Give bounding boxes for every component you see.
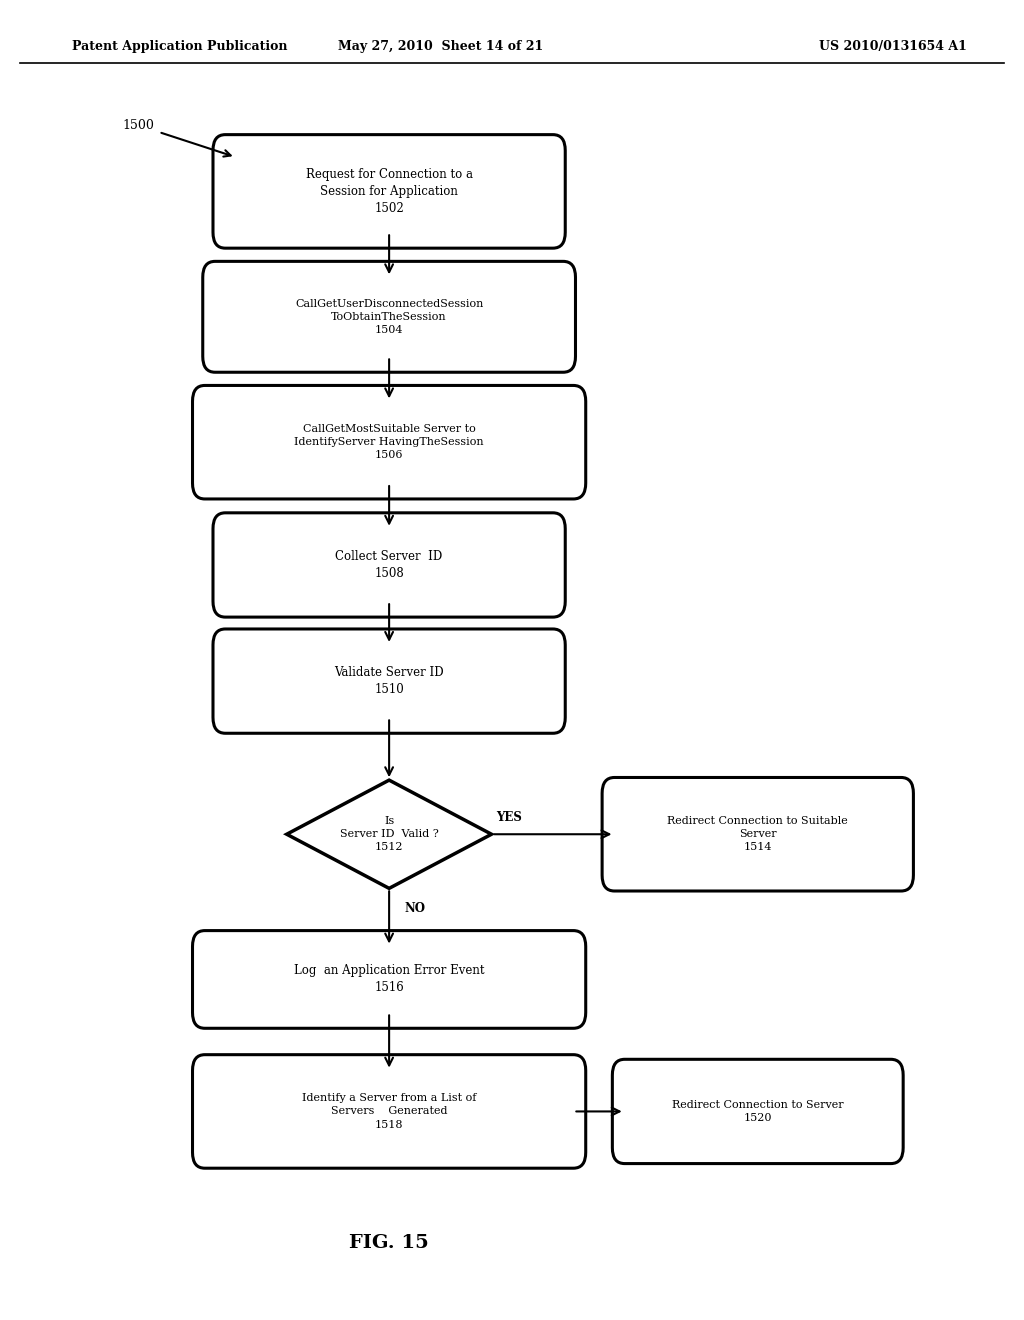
Text: Collect Server  ID
1508: Collect Server ID 1508 xyxy=(336,550,442,579)
FancyBboxPatch shape xyxy=(193,931,586,1028)
FancyBboxPatch shape xyxy=(193,1055,586,1168)
Text: CallGetMostSuitable Server to
IdentifyServer HavingTheSession
1506: CallGetMostSuitable Server to IdentifySe… xyxy=(294,424,484,461)
Text: YES: YES xyxy=(497,810,522,824)
Text: CallGetUserDisconnectedSession
ToObtainTheSession
1504: CallGetUserDisconnectedSession ToObtainT… xyxy=(295,298,483,335)
FancyBboxPatch shape xyxy=(213,135,565,248)
Text: Validate Server ID
1510: Validate Server ID 1510 xyxy=(334,667,444,696)
Text: NO: NO xyxy=(404,902,426,915)
Text: 1500: 1500 xyxy=(123,119,155,132)
Text: Is
Server ID  Valid ?
1512: Is Server ID Valid ? 1512 xyxy=(340,816,438,853)
Text: Identify a Server from a List of
Servers    Generated
1518: Identify a Server from a List of Servers… xyxy=(302,1093,476,1130)
Polygon shape xyxy=(287,780,492,888)
Text: Patent Application Publication: Patent Application Publication xyxy=(72,40,287,53)
Text: FIG. 15: FIG. 15 xyxy=(349,1234,429,1253)
Text: Redirect Connection to Suitable
Server
1514: Redirect Connection to Suitable Server 1… xyxy=(668,816,848,853)
FancyBboxPatch shape xyxy=(203,261,575,372)
FancyBboxPatch shape xyxy=(193,385,586,499)
Text: Redirect Connection to Server
1520: Redirect Connection to Server 1520 xyxy=(672,1100,844,1123)
FancyBboxPatch shape xyxy=(213,630,565,734)
Text: Request for Connection to a
Session for Application
1502: Request for Connection to a Session for … xyxy=(305,168,473,215)
FancyBboxPatch shape xyxy=(612,1059,903,1164)
Text: May 27, 2010  Sheet 14 of 21: May 27, 2010 Sheet 14 of 21 xyxy=(338,40,543,53)
Text: Log  an Application Error Event
1516: Log an Application Error Event 1516 xyxy=(294,965,484,994)
FancyBboxPatch shape xyxy=(213,513,565,618)
Text: US 2010/0131654 A1: US 2010/0131654 A1 xyxy=(819,40,967,53)
FancyBboxPatch shape xyxy=(602,777,913,891)
